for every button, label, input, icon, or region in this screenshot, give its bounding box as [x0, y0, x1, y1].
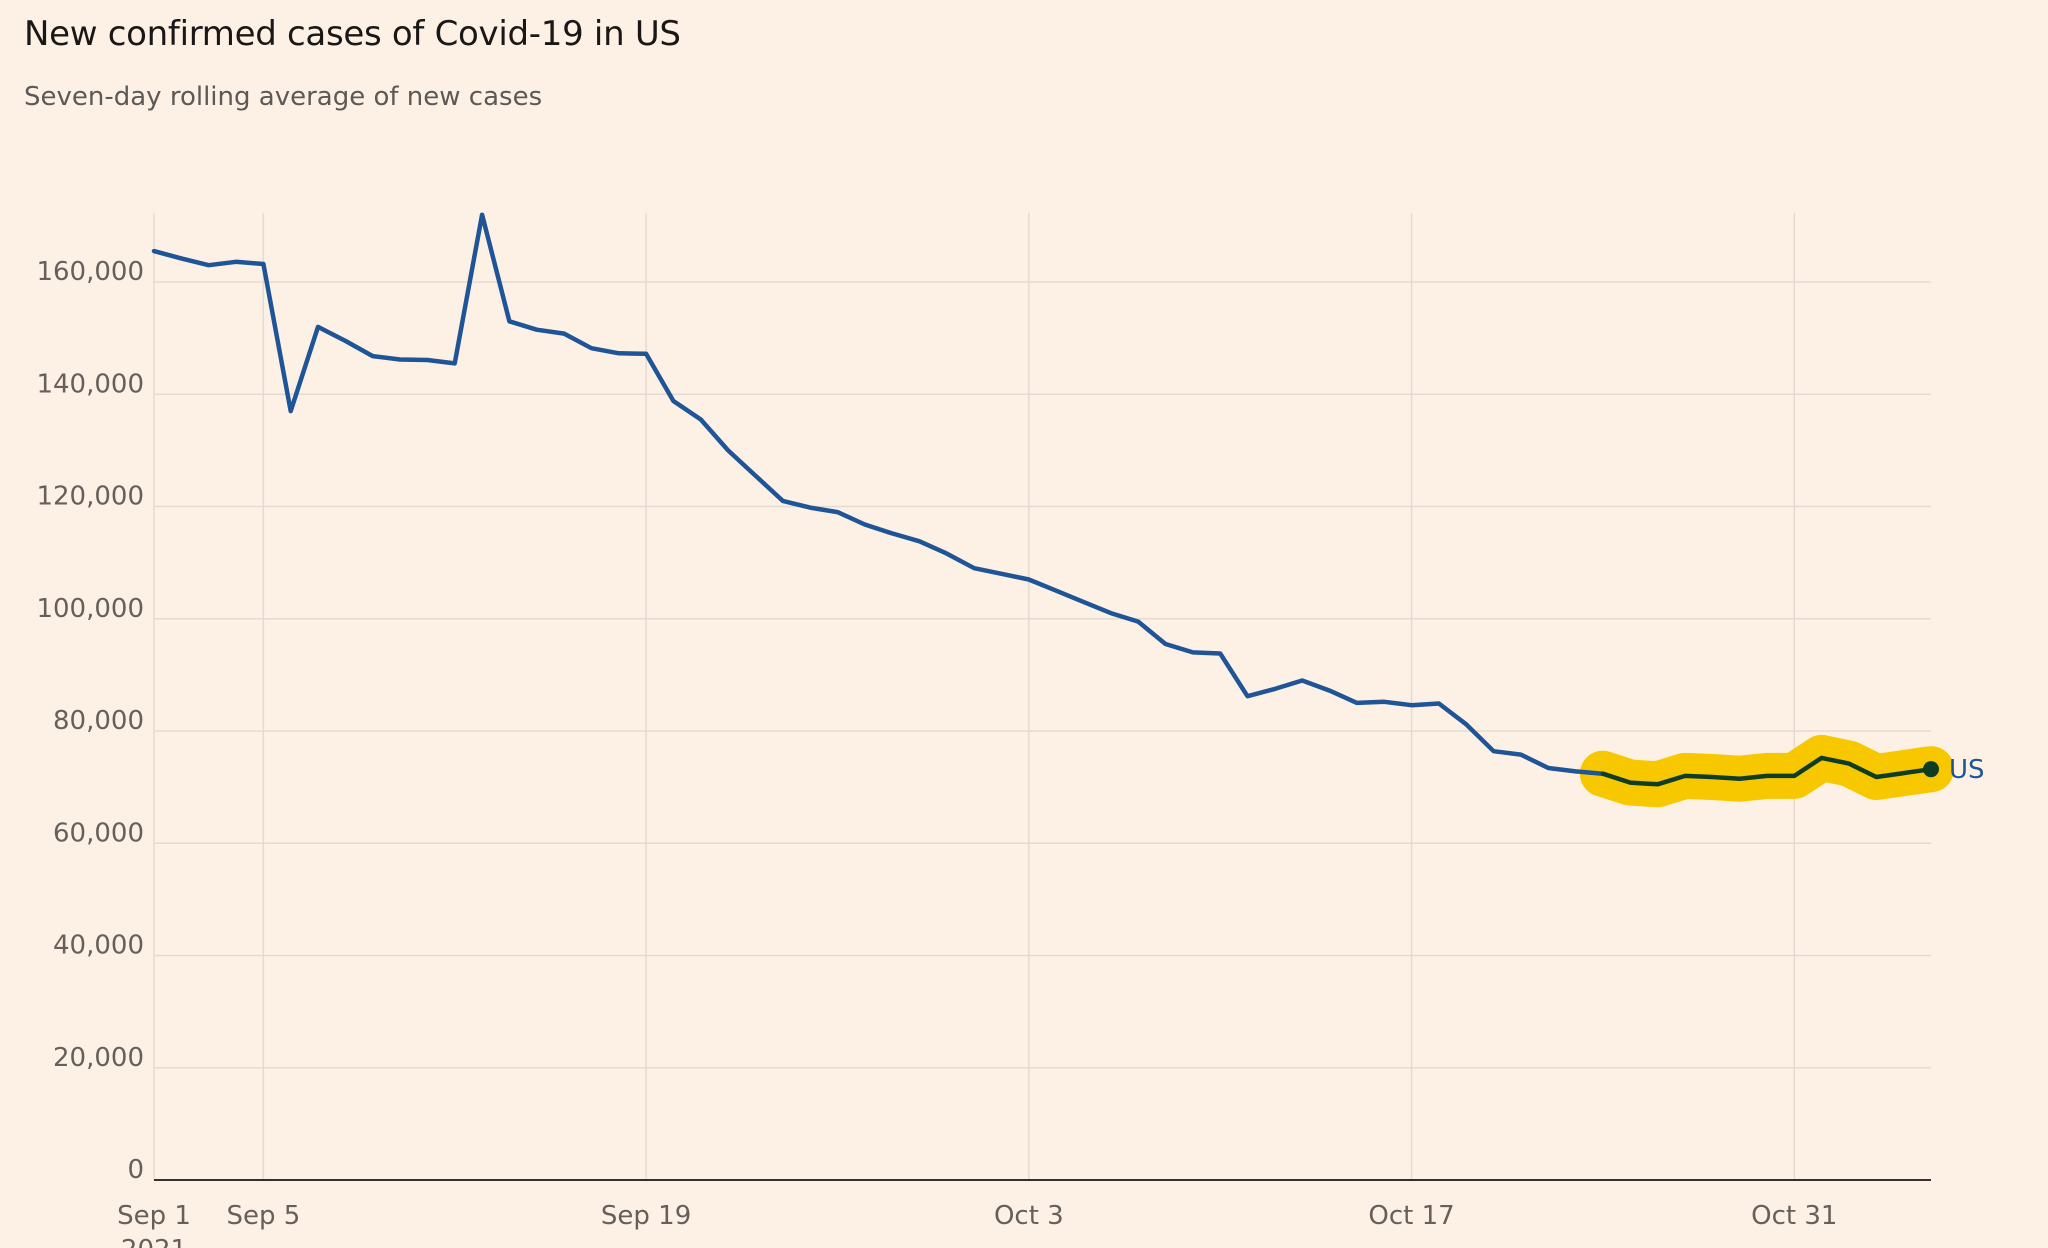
y-tick-label: 140,000	[36, 369, 144, 399]
y-tick-label: 80,000	[53, 706, 144, 736]
x-tick-label: Oct 3	[994, 1201, 1064, 1231]
series-end-label: US	[1949, 755, 1985, 785]
series-layer: US	[151, 212, 1985, 808]
y-axis-ticks: 0 20,000 40,000 60,000 80,000 100,000 120,000 1…	[36, 257, 144, 1185]
x-tick-label: Oct 17	[1368, 1201, 1454, 1231]
series-line-us	[151, 212, 1606, 776]
x-tick-label: Sep 5	[226, 1201, 300, 1231]
y-tick-label: 20,000	[53, 1043, 144, 1073]
series-line-us-highlighted	[1600, 755, 1934, 787]
chart-title: New confirmed cases of Covid-19 in US	[24, 14, 681, 54]
grid-lines	[153, 213, 1931, 1181]
series-end-point	[1923, 761, 1939, 778]
y-tick-label: 160,000	[36, 257, 144, 287]
chart-subtitle: Seven-day rolling average of new cases	[24, 82, 543, 112]
y-tick-label: 100,000	[36, 594, 144, 624]
y-tick-label: 0	[127, 1155, 144, 1185]
x-tick-label: Sep 19	[601, 1201, 691, 1231]
x-tick-label: Sep 1	[117, 1201, 191, 1231]
x-axis-ticks: Sep 1 2021 Sep 5 Sep 19 Oct 3 Oct 17 Oct 31	[117, 1201, 1837, 1248]
y-tick-label: 60,000	[53, 818, 144, 848]
highlight-band	[1579, 734, 1954, 808]
y-tick-label: 40,000	[53, 931, 144, 961]
x-tick-label: Oct 31	[1751, 1201, 1837, 1231]
y-tick-label: 120,000	[36, 482, 144, 512]
x-tick-sublabel: 2021	[121, 1235, 187, 1248]
